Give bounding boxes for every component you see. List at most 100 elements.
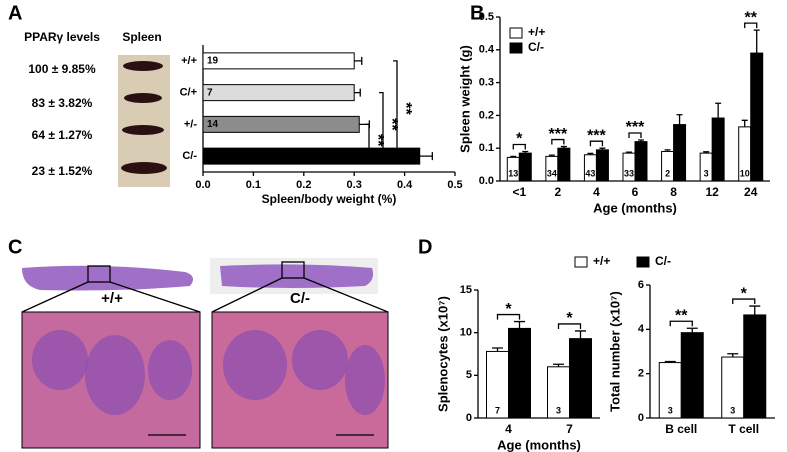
bar bbox=[750, 52, 764, 182]
n-label: 26 bbox=[636, 168, 646, 178]
n-label: 37 bbox=[559, 168, 569, 178]
n-label: 7 bbox=[207, 87, 213, 98]
n-label: 7 bbox=[517, 405, 522, 415]
x-tick-label: 0.3 bbox=[347, 179, 362, 191]
x-tick-label: 24 bbox=[744, 185, 758, 199]
n-label: 10 bbox=[740, 168, 750, 178]
x-tick-label: 0.0 bbox=[195, 179, 210, 191]
x-axis-label: Spleen/body weight (%) bbox=[262, 192, 397, 206]
legend-label: C/- bbox=[655, 254, 671, 268]
n-label: 3 bbox=[752, 405, 757, 415]
x-tick-label: 4 bbox=[593, 185, 600, 199]
y-tick-label: 10 bbox=[460, 327, 472, 339]
y-axis-label: Splenocytes (x10⁷) bbox=[435, 296, 450, 412]
n-label: 33 bbox=[624, 168, 634, 178]
sig-bracket bbox=[744, 22, 758, 29]
n-label: 43 bbox=[585, 168, 595, 178]
x-tick-label: 12 bbox=[705, 185, 719, 199]
error-bar bbox=[587, 152, 594, 155]
sig-bracket bbox=[512, 143, 526, 150]
histology bbox=[21, 258, 389, 449]
sig-bracket bbox=[557, 323, 582, 329]
sig-label: ** bbox=[397, 102, 414, 115]
levels-header: PPARγ levels bbox=[24, 30, 100, 44]
y-tick-label: 2 bbox=[638, 368, 644, 380]
n-label: 3 bbox=[730, 405, 735, 415]
error-bar bbox=[492, 347, 503, 352]
n-label: 3 bbox=[690, 405, 695, 415]
n-label: 48 bbox=[597, 168, 607, 178]
error-bar bbox=[510, 155, 517, 158]
error-bar bbox=[741, 119, 748, 127]
bar bbox=[202, 115, 360, 133]
n-label: 4 bbox=[578, 405, 583, 415]
y-axis-label: Total number (x10⁷) bbox=[607, 291, 622, 412]
error-bar bbox=[553, 363, 564, 367]
panel-letter: C bbox=[8, 236, 22, 258]
level-text: 64 ± 1.27% bbox=[32, 128, 93, 142]
n-label: 7 bbox=[495, 405, 500, 415]
x-tick-label: 0.2 bbox=[296, 179, 311, 191]
spleen-photo bbox=[118, 55, 170, 187]
legend-swatch bbox=[509, 42, 523, 54]
panel-letter: A bbox=[8, 2, 22, 24]
sig-label: *** bbox=[549, 126, 568, 143]
category-label: +/+ bbox=[181, 55, 197, 67]
error-bar bbox=[753, 29, 760, 54]
panel-letter: D bbox=[418, 236, 432, 258]
panel-letter: B bbox=[470, 2, 484, 24]
sig-label: *** bbox=[587, 127, 606, 144]
error-bar bbox=[522, 150, 529, 154]
error-bar bbox=[749, 305, 761, 315]
bar bbox=[743, 314, 767, 419]
sig-label: ** bbox=[383, 118, 400, 131]
n-label: 2 bbox=[665, 168, 670, 178]
error-bar bbox=[664, 149, 671, 152]
n-label: 34 bbox=[547, 168, 557, 178]
sig-bracket bbox=[628, 132, 642, 138]
sig-label: ** bbox=[369, 134, 386, 147]
sig-bracket bbox=[732, 298, 756, 305]
y-tick-label: 0.5 bbox=[479, 11, 494, 23]
bar bbox=[202, 84, 355, 102]
error-bar bbox=[599, 147, 606, 150]
category-label: C/+ bbox=[180, 87, 197, 99]
image-header: Spleen bbox=[122, 30, 161, 44]
genotype-label: C/- bbox=[290, 290, 310, 307]
y-tick-label: 0.4 bbox=[479, 44, 495, 56]
error-bar bbox=[626, 151, 632, 154]
legend-swatch bbox=[509, 27, 523, 39]
y-tick-label: 0.2 bbox=[479, 109, 494, 121]
y-tick-label: 15 bbox=[460, 284, 472, 296]
x-tick-label: 8 bbox=[670, 185, 677, 199]
y-tick-label: 6 bbox=[638, 279, 644, 291]
category-label: +/- bbox=[184, 118, 197, 130]
x-axis-label: Age (months) bbox=[497, 437, 581, 452]
n-label: 2 bbox=[677, 168, 682, 178]
error-bar bbox=[514, 320, 525, 329]
sig-bracket bbox=[393, 60, 398, 157]
legend-label: C/- bbox=[528, 40, 544, 54]
error-bar bbox=[560, 145, 567, 149]
error-bar bbox=[638, 139, 644, 142]
error-bar bbox=[419, 152, 433, 161]
legend-label: +/+ bbox=[593, 254, 610, 268]
error-bar bbox=[354, 88, 361, 97]
y-tick-label: 0.0 bbox=[479, 175, 494, 187]
sig-bracket bbox=[589, 140, 604, 147]
x-tick-label: 7 bbox=[566, 422, 573, 436]
sig-bracket bbox=[379, 91, 384, 157]
y-tick-label: 0 bbox=[638, 412, 644, 424]
error-bar bbox=[354, 56, 363, 65]
x-tick-label: 0.5 bbox=[447, 179, 462, 191]
y-tick-label: 0.1 bbox=[479, 142, 494, 154]
sig-bracket bbox=[365, 123, 370, 157]
bar bbox=[202, 147, 421, 165]
level-text: 83 ± 3.82% bbox=[32, 96, 93, 110]
sig-bracket bbox=[669, 320, 693, 327]
x-tick-label: B cell bbox=[665, 422, 697, 436]
n-label: 4 bbox=[716, 168, 721, 178]
sig-label: * bbox=[516, 131, 523, 148]
n-label: 9 bbox=[754, 168, 759, 178]
